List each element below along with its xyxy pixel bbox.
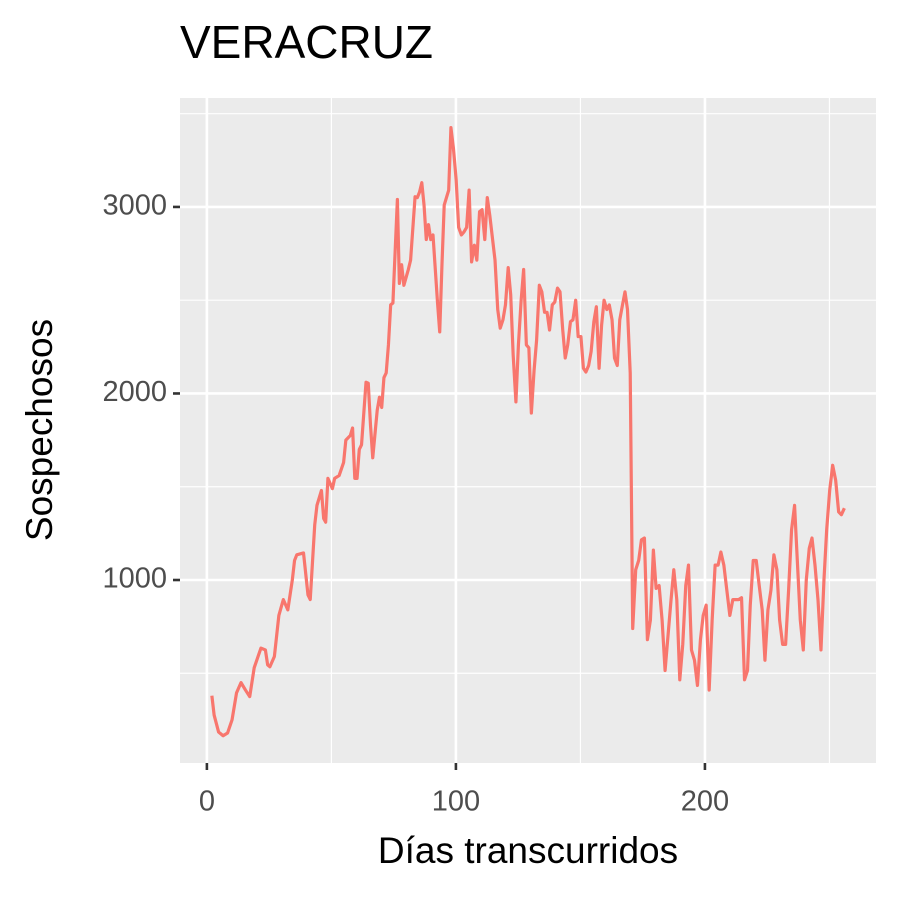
x-tick-label: 100 bbox=[432, 786, 480, 818]
grid bbox=[180, 98, 876, 763]
y-axis-label: Sospechosos bbox=[19, 319, 60, 541]
data-line bbox=[210, 126, 846, 738]
panel bbox=[180, 98, 876, 763]
y-tick-label: 2000 bbox=[102, 376, 167, 408]
chart-title: VERACRUZ bbox=[180, 16, 433, 68]
y-tick-label: 3000 bbox=[102, 190, 167, 222]
x-tick-label: 200 bbox=[681, 786, 729, 818]
x-tick-label: 0 bbox=[199, 786, 215, 818]
x-axis-label: Días transcurridos bbox=[378, 830, 678, 871]
y-tick-label: 1000 bbox=[102, 563, 167, 595]
plot bbox=[210, 126, 846, 738]
